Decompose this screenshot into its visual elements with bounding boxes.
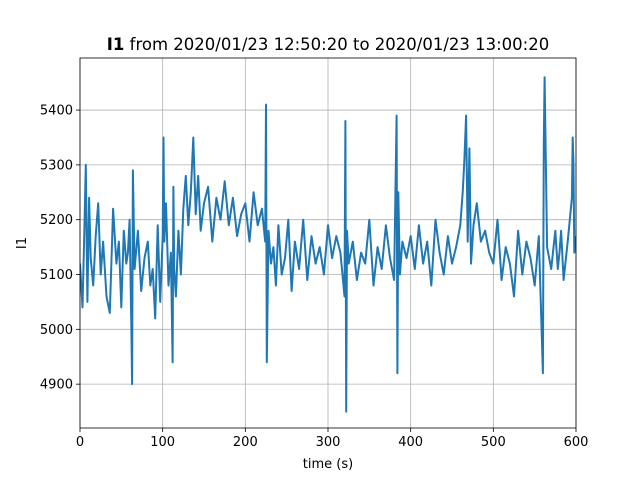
chart-title: I1 from 2020/01/23 12:50:20 to 2020/01/2… [107,35,549,54]
series-line-i1 [80,76,576,413]
axis-ticks: 0 100 200 300 400 500 600 4900 5000 5100 5200 5300 5… [40,104,589,450]
y-tick-label-5200: 5200 [40,213,73,228]
y-tick-label-5400: 5400 [40,104,73,119]
chart-title-rest: from 2020/01/23 12:50:20 to 2020/01/23 1… [124,35,549,54]
y-tick-label-4900: 4900 [40,378,73,393]
y-tick-label-5000: 5000 [40,323,73,338]
x-tick-label-100: 100 [150,435,175,450]
y-tick-label-5300: 5300 [40,158,73,173]
chart-title-bold: I1 [107,35,125,54]
x-tick-label-0: 0 [76,435,84,450]
x-tick-label-200: 200 [233,435,258,450]
x-tick-label-500: 500 [481,435,506,450]
grid-lines [79,58,577,428]
x-tick-label-600: 600 [564,435,589,450]
x-axis-label: time (s) [303,457,353,472]
y-tick-label-5100: 5100 [40,268,73,283]
x-tick-label-300: 300 [316,435,341,450]
y-axis-label: I1 [15,237,30,249]
x-tick-label-400: 400 [398,435,423,450]
